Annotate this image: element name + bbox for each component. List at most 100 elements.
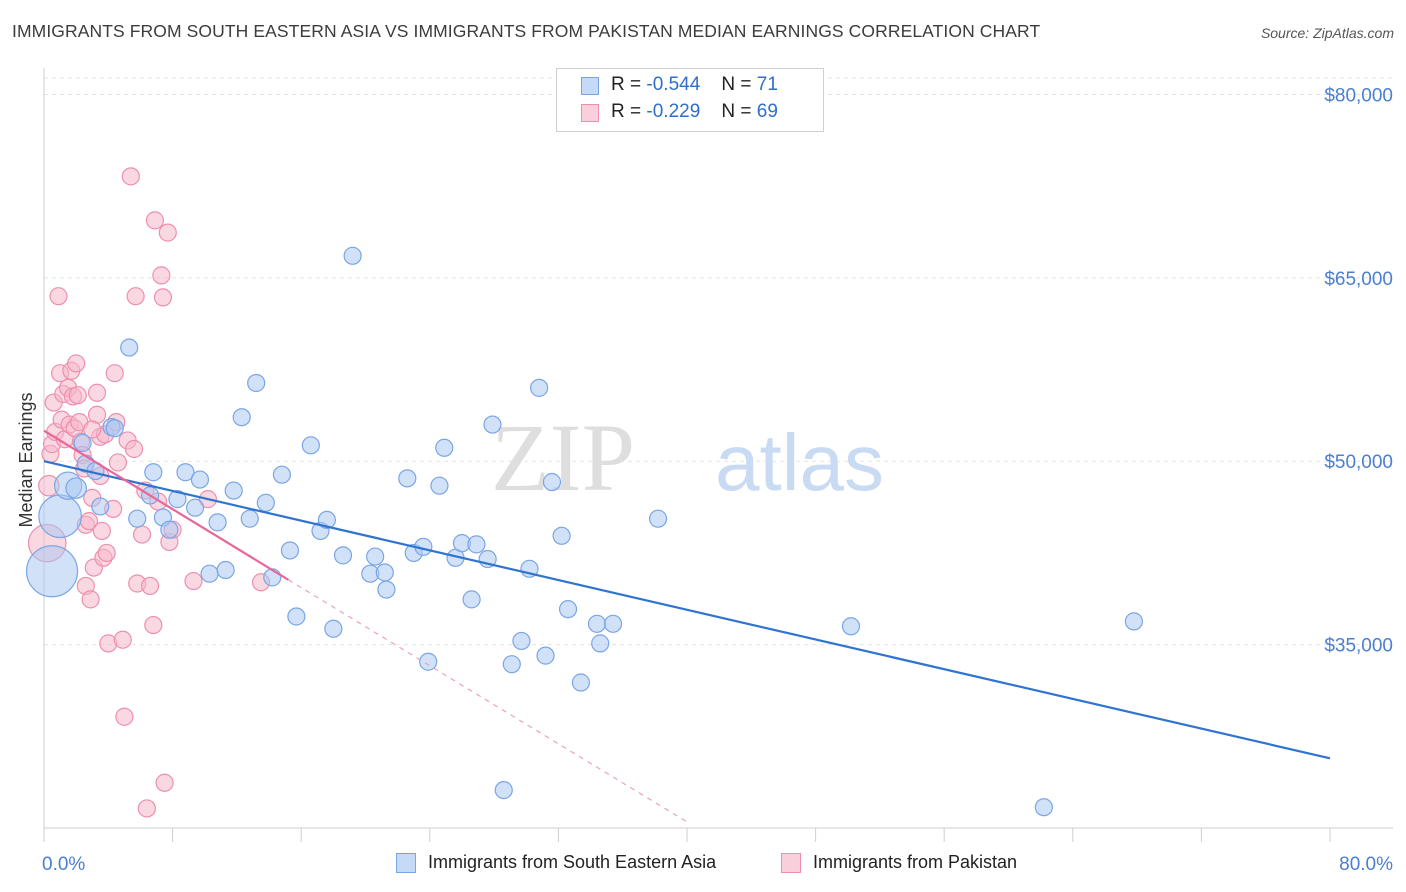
southeast-asia-point: [431, 477, 448, 494]
r-label: R =: [611, 101, 641, 122]
southeast-asia-point: [264, 569, 281, 586]
southeast-asia-point: [161, 521, 178, 538]
legend-label-pakistan: Immigrants from Pakistan: [813, 852, 1017, 873]
southeast-asia-point: [537, 647, 554, 664]
pakistan-point: [89, 384, 106, 401]
pakistan-point: [156, 774, 173, 791]
pakistan-point: [127, 288, 144, 305]
x-tick-label-max: 80.0%: [1339, 854, 1393, 875]
southeast-asia-point: [344, 247, 361, 264]
pakistan-point: [153, 267, 170, 284]
southeast-asia-point: [273, 466, 290, 483]
southeast-asia-point: [201, 565, 218, 582]
southeast-asia-point: [560, 601, 577, 618]
stats-legend: R = -0.544 N = 71 R = -0.229 N = 69: [556, 68, 824, 132]
pakistan-trend-line: [44, 431, 288, 580]
southeast-asia-point: [129, 510, 146, 527]
southeast-asia-point: [531, 379, 548, 396]
watermark: ZIP atlas: [491, 404, 884, 511]
southeast-asia-point: [248, 374, 265, 391]
southeast-asia-legend-swatch: [396, 853, 416, 873]
southeast-asia-point: [225, 482, 242, 499]
southeast-asia-point: [367, 548, 384, 565]
pakistan-point: [82, 591, 99, 608]
y-tick-label: $50,000: [1324, 452, 1393, 473]
pakistan-point: [114, 631, 131, 648]
southeast-asia-point: [66, 478, 86, 498]
pakistan-point: [145, 617, 162, 634]
pakistan-point: [146, 212, 163, 229]
watermark-atlas: atlas: [715, 418, 884, 507]
southeast-asia-point: [187, 499, 204, 516]
southeast-asia-point: [191, 471, 208, 488]
southeast-asia-point: [572, 674, 589, 691]
pakistan-point: [185, 573, 202, 590]
pakistan-point: [142, 577, 159, 594]
n-label: N =: [721, 101, 751, 122]
southeast-asia-trend-line: [44, 461, 1330, 758]
southeast-asia-point: [592, 635, 609, 652]
southeast-asia-point: [121, 339, 138, 356]
southeast-asia-point: [217, 562, 234, 579]
y-axis-label: Median Earnings: [16, 392, 36, 527]
r-value-southeast-asia: -0.544: [646, 74, 700, 95]
pakistan-swatch: [581, 104, 599, 122]
southeast-asia-point: [145, 464, 162, 481]
pakistan-point: [68, 355, 85, 372]
r-label: R =: [611, 74, 641, 95]
pakistan-point: [106, 365, 123, 382]
southeast-asia-point: [334, 547, 351, 564]
southeast-asia-point: [92, 498, 109, 515]
n-label: N =: [721, 74, 751, 95]
southeast-asia-point: [650, 510, 667, 527]
y-tick-label: $35,000: [1324, 636, 1393, 657]
legend-label-southeast-asia: Immigrants from South Eastern Asia: [428, 852, 716, 873]
southeast-asia-point: [302, 437, 319, 454]
southeast-asia-point: [241, 510, 258, 527]
southeast-asia-point: [399, 470, 416, 487]
pakistan-point: [50, 288, 67, 305]
pakistan-point: [69, 387, 86, 404]
y-tick-label: $80,000: [1324, 85, 1393, 106]
southeast-asia-point: [605, 615, 622, 632]
pakistan-point: [98, 544, 115, 561]
southeast-asia-point: [325, 620, 342, 637]
southeast-asia-point: [495, 782, 512, 799]
pakistan-point: [159, 224, 176, 241]
r-value-pakistan: -0.229: [646, 101, 700, 122]
southeast-asia-point: [553, 527, 570, 544]
x-tick-label-min: 0.0%: [42, 854, 85, 875]
southeast-asia-point: [376, 564, 393, 581]
pakistan-point: [138, 800, 155, 817]
pakistan-point: [93, 522, 110, 539]
southeast-asia-point: [74, 434, 91, 451]
southeast-asia-point: [436, 439, 453, 456]
southeast-asia-point: [842, 618, 859, 635]
southeast-asia-point: [39, 495, 81, 538]
pakistan-trend-extension: [288, 580, 687, 822]
southeast-asia-point: [543, 474, 560, 491]
pakistan-point: [116, 708, 133, 725]
pakistan-point: [154, 289, 171, 306]
southeast-asia-point: [27, 546, 78, 597]
southeast-asia-point: [503, 656, 520, 673]
southeast-asia-point: [463, 591, 480, 608]
southeast-asia-point: [209, 514, 226, 531]
southeast-asia-point: [588, 615, 605, 632]
watermark-zip: ZIP: [491, 404, 635, 511]
pakistan-point: [134, 526, 151, 543]
southeast-asia-point: [281, 542, 298, 559]
pakistan-point: [109, 454, 126, 471]
n-value-pakistan: 69: [757, 101, 778, 122]
southeast-asia-point: [106, 420, 123, 437]
southeast-asia-point: [288, 608, 305, 625]
southeast-asia-point: [378, 581, 395, 598]
y-tick-label: $65,000: [1324, 269, 1393, 290]
pakistan-point: [126, 441, 143, 458]
southeast-asia-point: [233, 409, 250, 426]
n-value-southeast-asia: 71: [757, 74, 778, 95]
southeast-asia-point: [1035, 799, 1052, 816]
southeast-asia-point: [1125, 613, 1142, 630]
pakistan-legend-swatch: [781, 853, 801, 873]
pakistan-point: [122, 168, 139, 185]
